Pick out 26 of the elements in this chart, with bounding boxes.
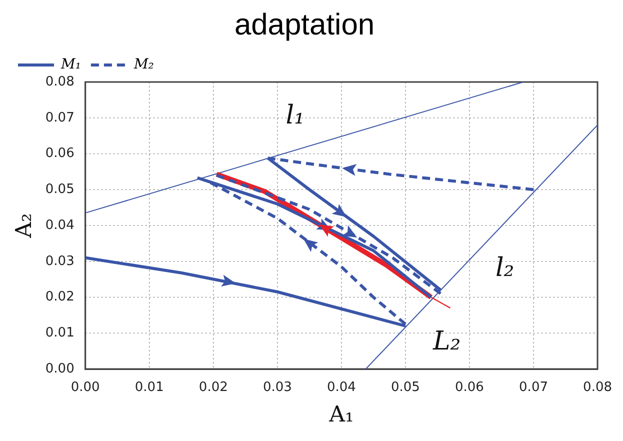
x-tick-label: 0.00 (70, 380, 100, 396)
y-tick-label: 0.03 (45, 254, 74, 269)
x-tick-label: 0.06 (455, 380, 484, 396)
y-axis-title: A₂ (12, 213, 37, 239)
x-tick-label: 0.05 (390, 380, 420, 396)
series-label: l₂ (495, 252, 514, 283)
series-label: l₁ (286, 100, 305, 131)
x-tick-label: 0.02 (198, 380, 228, 396)
x-tick-label: 0.08 (583, 380, 612, 396)
y-tick-label: 0.04 (45, 218, 74, 233)
y-tick-label: 0.00 (45, 361, 74, 376)
x-axis-title: A₁ (328, 402, 354, 428)
series-label: L₂ (432, 326, 461, 357)
y-tick-label: 0.08 (45, 74, 74, 90)
y-tick-label: 0.02 (45, 290, 74, 305)
x-tick-label: 0.04 (326, 380, 356, 396)
x-tick-label: 0.01 (134, 380, 164, 396)
y-tick-label: 0.01 (45, 326, 74, 340)
x-tick-label: 0.03 (262, 380, 292, 396)
legend-label: M₁ (60, 56, 81, 73)
y-tick-label: 0.05 (45, 182, 74, 197)
y-tick-label: 0.07 (45, 110, 74, 126)
y-tick-label: 0.06 (45, 146, 74, 162)
legend-label: M₂ (132, 56, 154, 73)
chart-title: adaptation (234, 8, 375, 42)
x-tick-label: 0.07 (519, 380, 548, 396)
